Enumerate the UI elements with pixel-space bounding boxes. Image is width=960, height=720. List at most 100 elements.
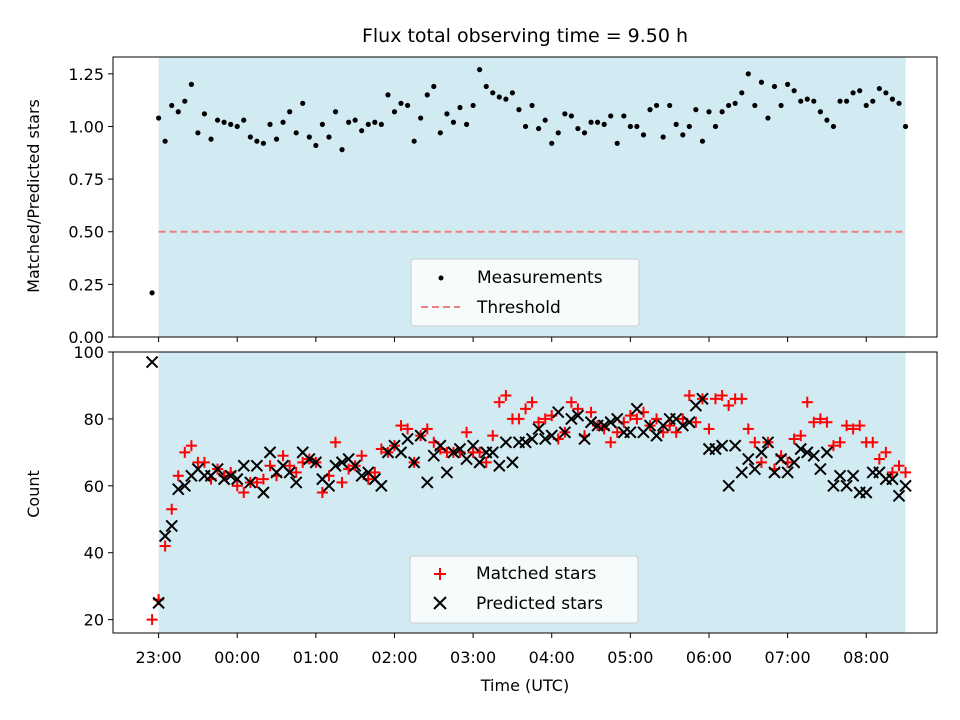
matched-star-point — [755, 456, 767, 468]
matched-star-point — [146, 614, 158, 626]
y-tick-label: 100 — [73, 343, 104, 362]
measurement-point — [752, 102, 758, 109]
matched-star-point — [185, 440, 197, 452]
measurement-point — [352, 117, 358, 123]
measurement-point — [857, 88, 863, 94]
matched-star-point — [565, 396, 577, 408]
predicted-star-point — [244, 476, 257, 489]
measurement-point — [555, 130, 561, 136]
measurement-point — [804, 96, 810, 102]
matched-star-point — [513, 413, 525, 425]
measurement-point — [726, 102, 732, 109]
matched-star-point — [742, 423, 754, 435]
y-tick-label: 0.50 — [68, 223, 104, 242]
bottom-axes-frame — [112, 351, 938, 634]
matched-star-point — [827, 440, 839, 452]
matched-star-point — [841, 420, 853, 432]
measurement-point — [706, 109, 712, 115]
predicted-star-point — [145, 355, 159, 369]
predicted-star-point — [774, 452, 788, 466]
matched-star-point — [886, 466, 898, 478]
measurement-point — [169, 102, 175, 109]
measurement-point — [411, 138, 417, 144]
predicted-star-point — [224, 469, 237, 482]
predicted-star-point — [604, 416, 617, 429]
y-tick-label: 0.25 — [68, 275, 104, 294]
predicted-star-point — [735, 466, 748, 479]
matched-star-point — [257, 473, 269, 485]
measurement-point — [378, 121, 384, 127]
top-x-ticks — [158, 337, 867, 342]
measurement-point — [201, 111, 208, 117]
predicted-star-point — [558, 426, 572, 439]
measurement-point — [529, 102, 535, 109]
predicted-star-point — [178, 479, 191, 493]
predicted-star-point — [630, 402, 644, 416]
predicted-star-point — [781, 466, 794, 479]
measurement-point — [260, 140, 267, 146]
measurement-point — [614, 140, 620, 146]
measurement-point — [739, 90, 745, 96]
y-tick-label: 80 — [84, 410, 104, 429]
predicted-star-point — [722, 479, 735, 493]
measurement-point — [594, 119, 601, 125]
predicted-star-point — [231, 472, 244, 486]
measurement-point — [241, 117, 247, 123]
predicted-star-point — [407, 456, 421, 469]
measurement-point — [680, 132, 686, 138]
matched-star-point — [585, 406, 597, 418]
measurement-point — [326, 134, 332, 140]
top-y-axis-label: Matched/Predicted stars — [24, 99, 43, 293]
predicted-star-point — [237, 459, 250, 472]
predicted-star-point — [748, 462, 762, 476]
measurement-point — [686, 123, 692, 130]
matched-star-point — [500, 389, 512, 401]
measurement-point — [522, 123, 529, 130]
matched-star-point — [402, 423, 414, 435]
predicted-star-point — [211, 462, 224, 476]
measurement-point — [457, 104, 463, 111]
predicted-star-point — [375, 479, 388, 493]
measurement-point — [516, 107, 522, 113]
predicted-star-point — [401, 432, 414, 446]
predicted-star-point — [519, 436, 532, 449]
measurement-point — [634, 123, 640, 130]
measurement-point — [195, 130, 201, 136]
matched-star-point — [572, 403, 584, 415]
predicted-star-point — [257, 486, 270, 499]
matched-star-point — [330, 436, 342, 448]
measurement-point — [208, 136, 214, 142]
bottom-y-axis-label: Count — [24, 470, 43, 518]
matched-star-point — [808, 416, 820, 428]
predicted-star-point — [525, 432, 539, 446]
y-tick-label: 0.75 — [68, 170, 104, 189]
measurement-point — [418, 115, 424, 121]
matched-star-point — [238, 487, 250, 498]
measurement-point — [843, 98, 850, 104]
bottom-x-ticks: 23:00 00:00 01:00 02:00 03:00 04:00 05:00 06:00… — [136, 633, 889, 667]
matched-star-point — [198, 456, 210, 468]
measurement-point — [778, 102, 784, 109]
legend-label-matched: Matched stars — [476, 564, 596, 584]
measurement-point — [876, 85, 882, 92]
predicted-star-point — [643, 419, 657, 432]
measurement-point — [673, 121, 679, 127]
predicted-star-point — [427, 449, 441, 462]
bottom-legend: Matched stars Predicted stars — [409, 555, 639, 624]
predicted-star-point — [846, 469, 860, 482]
matched-star-point — [539, 413, 551, 425]
measurement-points — [149, 67, 909, 296]
measurement-point — [372, 119, 378, 125]
matched-star-point — [736, 393, 748, 405]
measurement-point — [385, 92, 391, 98]
measurement-point — [549, 140, 555, 146]
predicted-star-point — [696, 392, 709, 406]
predicted-star-point — [597, 419, 611, 432]
measurement-point — [496, 94, 502, 100]
matched-star-point — [231, 480, 243, 492]
matched-star-point — [703, 423, 715, 435]
y-tick-label: 20 — [84, 611, 104, 630]
measurement-point — [346, 119, 352, 125]
predicted-star-point — [303, 452, 316, 466]
